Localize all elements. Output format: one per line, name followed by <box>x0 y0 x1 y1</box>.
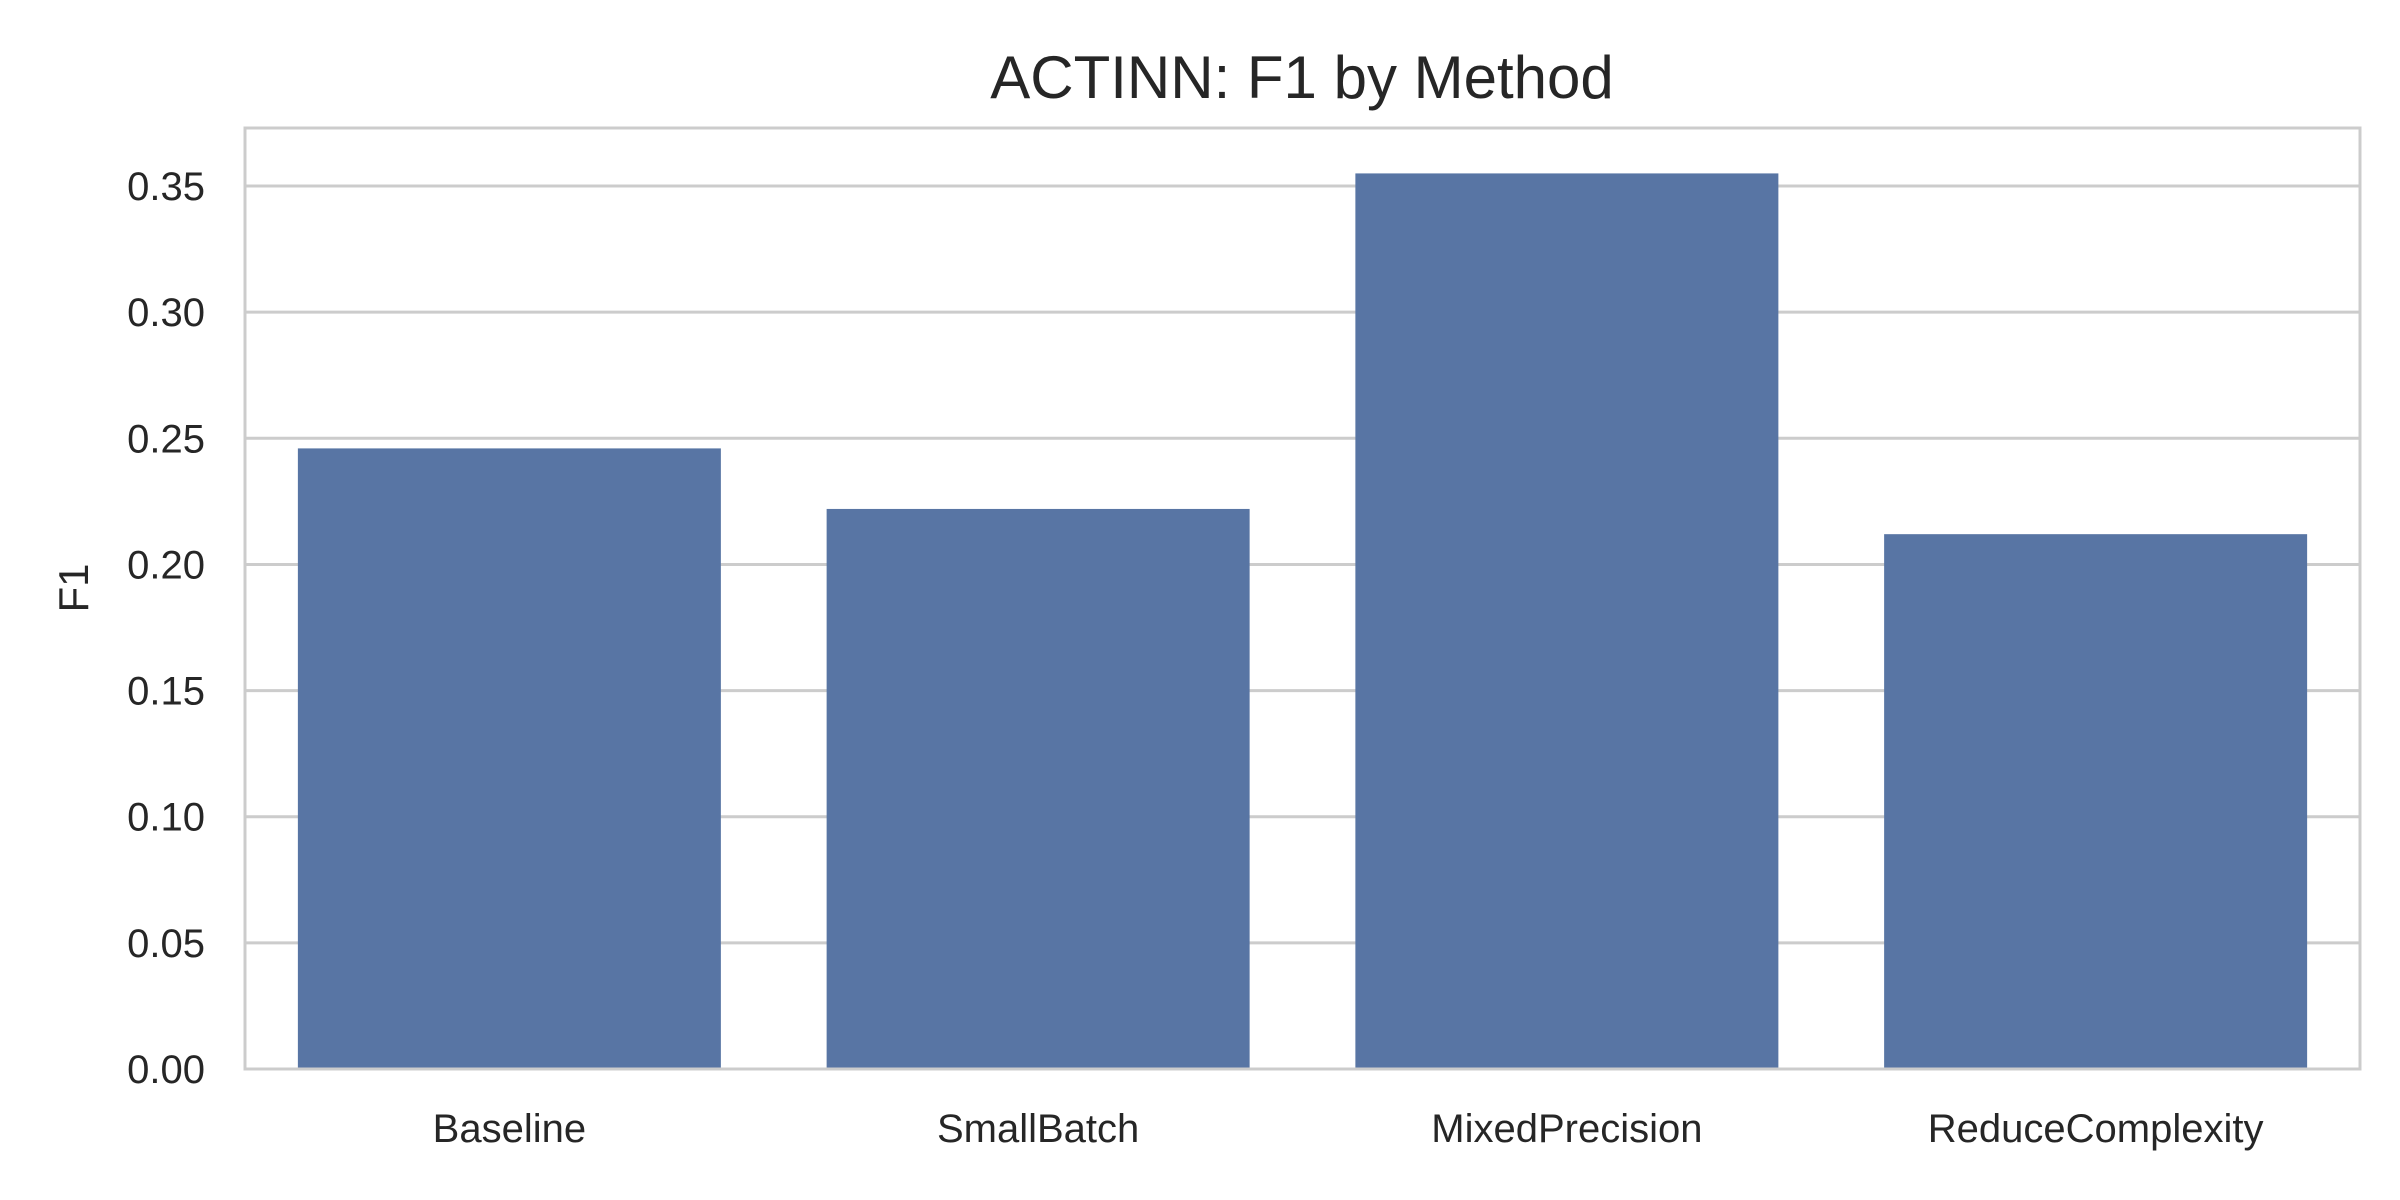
plot-frame <box>243 126 2362 1071</box>
bar-reducecomplexity <box>1884 534 2308 1069</box>
bar-smallbatch <box>826 508 1250 1069</box>
chart-title: ACTINN: F1 by Method <box>990 44 1614 111</box>
bar-mixedprecision <box>1355 173 1779 1070</box>
y-tick-label: 0.05 <box>127 922 205 966</box>
bar-baseline <box>297 448 721 1069</box>
y-tick-label: 0.35 <box>127 165 205 209</box>
x-tick-label: MixedPrecision <box>1431 1107 1702 1151</box>
y-tick-label: 0.25 <box>127 417 205 461</box>
x-tick-label: ReduceComplexity <box>1928 1107 2264 1151</box>
y-tick-labels: 0.00 0.05 0.10 0.15 0.20 0.25 0.30 0.35 <box>127 165 205 1092</box>
x-tick-label: Baseline <box>433 1107 586 1151</box>
bars <box>297 173 2308 1070</box>
y-tick-label: 0.15 <box>127 670 205 714</box>
y-tick-label: 0.10 <box>127 796 205 840</box>
y-axis-label: F1 <box>50 563 97 612</box>
x-tick-labels: Baseline SmallBatch MixedPrecision ReduceCo… <box>433 1107 2264 1151</box>
y-tick-label: 0.30 <box>127 291 205 335</box>
y-tick-label: 0.20 <box>127 543 205 587</box>
y-tick-label: 0.00 <box>127 1048 205 1092</box>
x-tick-label: SmallBatch <box>937 1107 1139 1151</box>
